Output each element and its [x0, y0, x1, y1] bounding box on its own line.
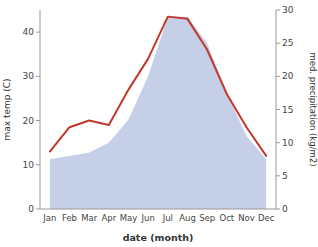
- x-axis-label: date (month): [123, 232, 194, 243]
- y-tick: [36, 164, 40, 165]
- y2-tick: [276, 43, 280, 44]
- x-tick-label: Jun: [141, 213, 155, 223]
- axes: 0 10 20 30 40 0 5 10 15 20 25 30 Jan Feb MarApr MayJun J…: [23, 5, 294, 223]
- y-tick: [36, 120, 40, 121]
- data: [50, 17, 266, 209]
- x-tick-label: May: [120, 213, 138, 223]
- y2-tick-label: 0: [282, 204, 288, 214]
- y-tick-label: 40: [23, 27, 35, 37]
- y-tick: [36, 209, 40, 210]
- x-tick-label: Dec: [258, 213, 275, 223]
- x-tick-label: Jan: [42, 213, 56, 223]
- y2-axis-label: med. precipitation (kg/m2): [308, 52, 318, 166]
- line: [50, 17, 266, 156]
- y2-tick: [276, 209, 280, 210]
- y-tick-label: 0: [28, 204, 34, 214]
- y-tick-label: 20: [23, 116, 35, 126]
- y2-tick-label: 10: [282, 138, 294, 148]
- x-axis-line: [40, 209, 276, 210]
- y2-tick-label: 15: [282, 105, 293, 115]
- y-tick-label: 10: [23, 160, 35, 170]
- y-axis-label: max temp (C): [2, 78, 12, 140]
- y2-tick: [276, 175, 280, 176]
- y-tick: [36, 32, 40, 33]
- y2-tick-label: 5: [282, 171, 288, 181]
- x-tick-label: Apr: [101, 213, 116, 223]
- chart: 0 10 20 30 40 0 5 10 15 20 25 30 Jan Feb MarApr MayJun J…: [0, 0, 318, 247]
- x-tick-label: Nov: [238, 213, 255, 223]
- y-tick-label: 30: [23, 71, 35, 81]
- area: [50, 17, 266, 209]
- y2-tick: [276, 76, 280, 77]
- y-axis-line: [40, 10, 41, 209]
- y2-tick-label: 30: [282, 5, 294, 15]
- y2-tick: [276, 109, 280, 110]
- x-tick-label: Jul: [162, 213, 173, 223]
- x-tick-label: Aug: [179, 213, 196, 223]
- x-tick-label: Feb: [62, 213, 77, 223]
- y2-tick: [276, 10, 280, 11]
- y2-tick-label: 25: [282, 38, 293, 48]
- x-tick-label: Oct: [219, 213, 234, 223]
- x-tick-label: Sep: [199, 213, 215, 223]
- y2-tick-label: 20: [282, 71, 294, 81]
- y2-tick: [276, 142, 280, 143]
- x-tick-label: Mar: [81, 213, 98, 223]
- y-tick: [36, 76, 40, 77]
